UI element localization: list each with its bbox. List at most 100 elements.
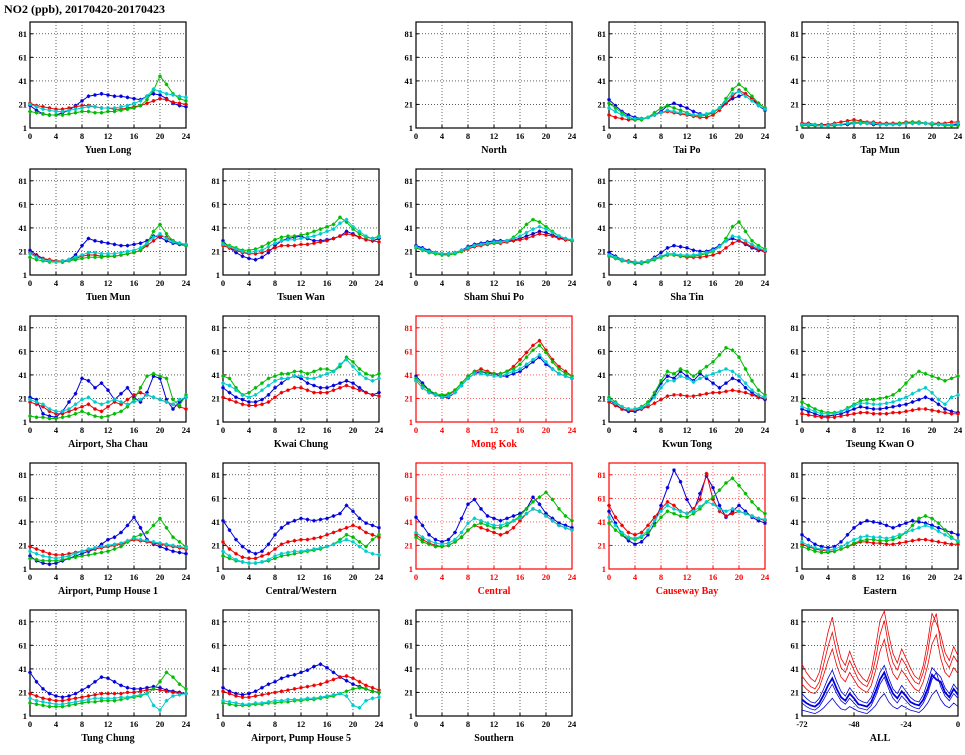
svg-text:81: 81 bbox=[791, 29, 800, 39]
svg-text:8: 8 bbox=[273, 572, 277, 582]
svg-text:81: 81 bbox=[598, 323, 607, 333]
svg-text:61: 61 bbox=[598, 199, 607, 209]
svg-text:21: 21 bbox=[791, 393, 800, 403]
svg-text:81: 81 bbox=[212, 470, 221, 480]
svg-text:1: 1 bbox=[409, 123, 413, 133]
svg-text:81: 81 bbox=[212, 176, 221, 186]
svg-text:24: 24 bbox=[375, 572, 383, 582]
svg-text:1: 1 bbox=[602, 417, 606, 427]
svg-text:24: 24 bbox=[375, 719, 383, 729]
svg-text:21: 21 bbox=[19, 540, 28, 550]
svg-text:4: 4 bbox=[826, 572, 831, 582]
chart-panel-sham-shui-po: 1 21 41 61 81 0 4 8 12 16 20 24 Sham Shui Po bbox=[386, 163, 579, 310]
svg-text:8: 8 bbox=[852, 425, 856, 435]
svg-text:16: 16 bbox=[516, 719, 525, 729]
svg-text:16: 16 bbox=[516, 278, 525, 288]
svg-text:41: 41 bbox=[19, 370, 28, 380]
svg-text:0: 0 bbox=[956, 719, 960, 729]
svg-text:21: 21 bbox=[405, 393, 414, 403]
chart-panel-causeway-bay: 1 21 41 61 81 0 4 8 12 16 20 24 Causeway Bay bbox=[579, 457, 772, 604]
svg-text:20: 20 bbox=[542, 719, 551, 729]
svg-text:1: 1 bbox=[409, 564, 413, 574]
svg-text:61: 61 bbox=[405, 640, 414, 650]
chart-panel-eastern: 1 21 41 61 81 0 4 8 12 16 20 24 Eastern bbox=[772, 457, 965, 604]
svg-text:12: 12 bbox=[297, 572, 306, 582]
svg-text:81: 81 bbox=[598, 176, 607, 186]
svg-text:20: 20 bbox=[349, 425, 358, 435]
svg-text:0: 0 bbox=[221, 425, 225, 435]
svg-text:21: 21 bbox=[212, 687, 221, 697]
svg-text:24: 24 bbox=[568, 719, 576, 729]
svg-text:8: 8 bbox=[466, 719, 470, 729]
svg-text:4: 4 bbox=[440, 131, 445, 141]
svg-text:16: 16 bbox=[130, 572, 139, 582]
svg-text:24: 24 bbox=[761, 278, 769, 288]
chart-title: Yuen Long bbox=[85, 145, 132, 156]
svg-text:20: 20 bbox=[156, 278, 165, 288]
svg-text:41: 41 bbox=[212, 517, 221, 527]
chart-panel-tai-po: 1 21 41 61 81 0 4 8 12 16 20 24 Tai Po bbox=[579, 16, 772, 163]
svg-text:20: 20 bbox=[928, 572, 937, 582]
chart-svg: 1 21 41 61 81 0 4 8 12 16 20 24 Tap Mun bbox=[791, 21, 963, 156]
svg-text:24: 24 bbox=[182, 278, 190, 288]
chart-svg: 1 21 41 61 81 0 4 8 12 16 20 24 Airport, Sha Chau bbox=[19, 315, 191, 450]
svg-text:81: 81 bbox=[405, 470, 414, 480]
svg-text:8: 8 bbox=[273, 425, 277, 435]
svg-text:12: 12 bbox=[876, 131, 885, 141]
svg-text:61: 61 bbox=[212, 199, 221, 209]
svg-text:81: 81 bbox=[212, 617, 221, 627]
svg-text:61: 61 bbox=[791, 346, 800, 356]
chart-panel-kwai-chung: 1 21 41 61 81 0 4 8 12 16 20 24 Kwai Chung bbox=[193, 310, 386, 457]
svg-text:1: 1 bbox=[602, 270, 606, 280]
svg-text:12: 12 bbox=[490, 425, 499, 435]
svg-text:12: 12 bbox=[297, 425, 306, 435]
svg-text:1: 1 bbox=[795, 564, 799, 574]
svg-text:4: 4 bbox=[633, 131, 638, 141]
svg-text:41: 41 bbox=[598, 223, 607, 233]
svg-text:81: 81 bbox=[405, 323, 414, 333]
svg-text:0: 0 bbox=[28, 719, 32, 729]
chart-svg: 1 21 41 61 81 0 4 8 12 16 20 24 Tai Po bbox=[598, 21, 770, 156]
chart-svg: 1 21 41 61 81 0 4 8 12 16 20 24 Central bbox=[405, 462, 577, 597]
svg-text:20: 20 bbox=[156, 572, 165, 582]
svg-text:16: 16 bbox=[323, 719, 332, 729]
svg-text:4: 4 bbox=[440, 425, 445, 435]
svg-text:81: 81 bbox=[791, 470, 800, 480]
svg-text:41: 41 bbox=[598, 517, 607, 527]
chart-panel-yuen-long: 1 21 41 61 81 0 4 8 12 16 20 24 Yuen Long bbox=[0, 16, 193, 163]
chart-title: Tung Chung bbox=[81, 733, 134, 744]
chart-svg: 1 21 41 61 81 0 4 8 12 16 20 24 Mong Kok bbox=[405, 315, 577, 450]
svg-text:4: 4 bbox=[440, 572, 445, 582]
svg-text:20: 20 bbox=[156, 131, 165, 141]
chart-svg: 1 21 41 61 81 0 4 8 12 16 20 24 Sham Shui Po bbox=[405, 168, 577, 303]
svg-text:12: 12 bbox=[297, 719, 306, 729]
page-title: NO2 (ppb), 20170420-20170423 bbox=[4, 2, 166, 16]
svg-text:21: 21 bbox=[19, 99, 28, 109]
svg-text:12: 12 bbox=[683, 572, 692, 582]
svg-text:24: 24 bbox=[761, 131, 769, 141]
svg-text:8: 8 bbox=[80, 719, 84, 729]
chart-svg: 1 21 41 61 81 0 4 8 12 16 20 24 Eastern bbox=[791, 462, 963, 597]
svg-text:4: 4 bbox=[440, 278, 445, 288]
svg-text:20: 20 bbox=[735, 425, 744, 435]
svg-text:12: 12 bbox=[297, 278, 306, 288]
svg-text:12: 12 bbox=[104, 572, 113, 582]
svg-text:41: 41 bbox=[405, 76, 414, 86]
svg-text:8: 8 bbox=[852, 131, 856, 141]
svg-text:20: 20 bbox=[735, 572, 744, 582]
svg-text:61: 61 bbox=[19, 640, 28, 650]
chart-svg: 1 21 41 61 81 0 4 8 12 16 20 24 Causeway Bay bbox=[598, 462, 770, 597]
svg-text:16: 16 bbox=[130, 131, 139, 141]
svg-text:4: 4 bbox=[633, 572, 638, 582]
charts-grid: 1 21 41 61 81 0 4 8 12 16 20 24 Yuen Long 1 21 41 61 81 0 4… bbox=[0, 16, 965, 751]
svg-text:0: 0 bbox=[607, 572, 611, 582]
svg-text:81: 81 bbox=[791, 323, 800, 333]
svg-text:16: 16 bbox=[323, 425, 332, 435]
svg-text:20: 20 bbox=[928, 131, 937, 141]
chart-svg: 1 21 41 61 81 0 4 8 12 16 20 24 Airport, Pump House … bbox=[19, 462, 191, 597]
svg-text:20: 20 bbox=[542, 131, 551, 141]
svg-text:8: 8 bbox=[466, 278, 470, 288]
svg-text:0: 0 bbox=[28, 572, 32, 582]
svg-text:1: 1 bbox=[795, 417, 799, 427]
chart-title: Sha Tin bbox=[670, 292, 704, 303]
